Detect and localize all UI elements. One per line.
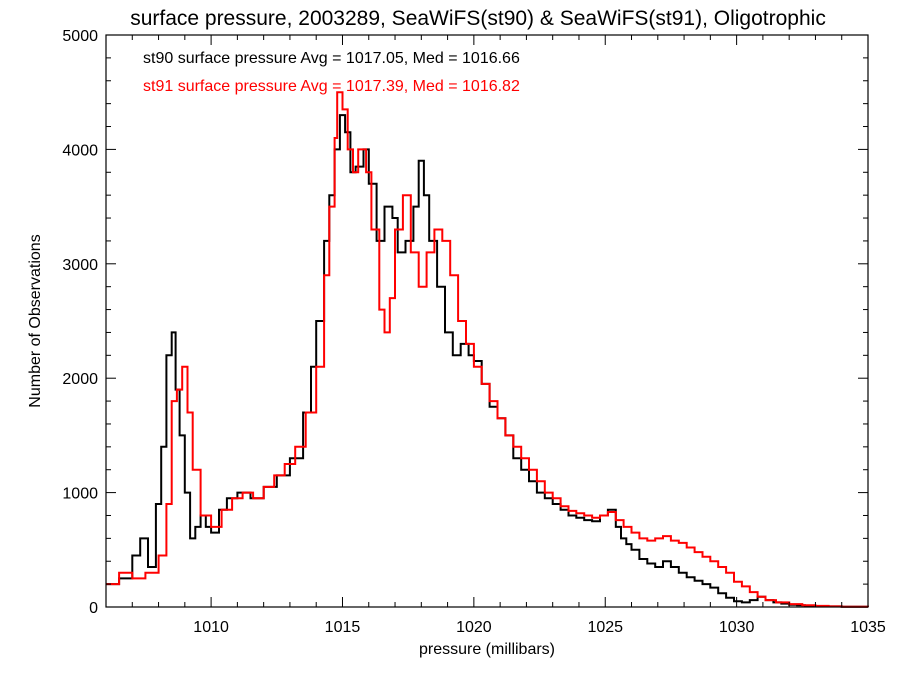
y-tick-label: 0 [89, 600, 98, 617]
x-axis-label: pressure (millibars) [419, 641, 555, 658]
legend: st90 surface pressure Avg = 1017.05, Med… [143, 50, 520, 95]
y-tick-label: 3000 [62, 257, 98, 274]
y-axis-label: Number of Observations [27, 234, 44, 407]
x-axis-ticks: 1010 1015 1020 1025 1030 1035 [105, 35, 886, 636]
x-tick-label: 1035 [850, 619, 886, 636]
x-tick-label: 1025 [587, 619, 623, 636]
y-tick-label: 1000 [62, 486, 98, 503]
y-axis-ticks: 0 1000 2000 3000 4000 5000 [62, 28, 868, 617]
plot-frame [105, 34, 869, 608]
series-line-st90 [106, 114, 869, 608]
legend-entry-st90: st90 surface pressure Avg = 1017.05, Med… [143, 50, 520, 67]
y-tick-label: 5000 [62, 28, 98, 45]
x-tick-label: 1020 [456, 619, 492, 636]
x-tick-label: 1030 [719, 619, 755, 636]
y-tick-label: 2000 [62, 371, 98, 388]
legend-entry-st91: st91 surface pressure Avg = 1017.39, Med… [143, 78, 520, 95]
x-tick-label: 1015 [325, 619, 361, 636]
series-line-st91 [106, 91, 869, 608]
series-layer [106, 91, 869, 608]
chart-title: surface pressure, 2003289, SeaWiFS(st90)… [130, 7, 826, 30]
plot-area: 1010 1015 1020 1025 1030 1035 0 1000 2000 3000 40… [62, 28, 885, 636]
x-tick-label: 1010 [193, 619, 229, 636]
y-tick-label: 4000 [62, 142, 98, 159]
